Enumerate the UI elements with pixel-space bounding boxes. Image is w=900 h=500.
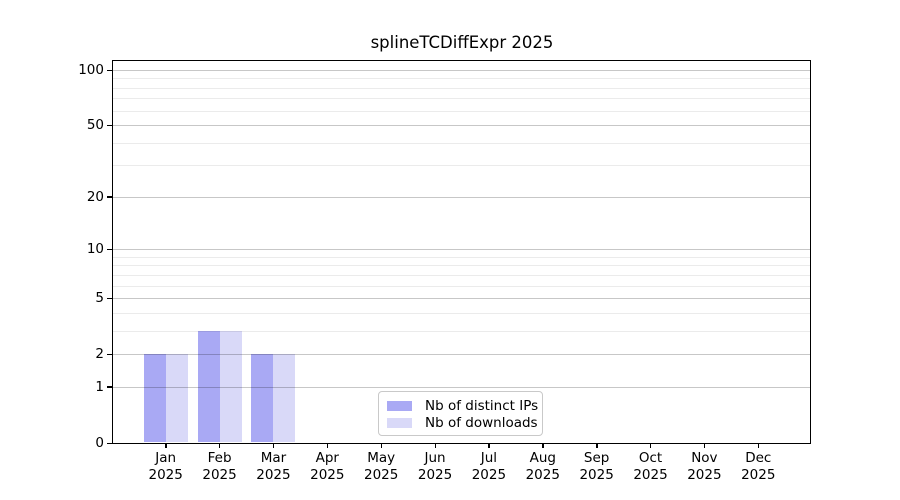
x-tick-month: Jun	[424, 450, 446, 466]
x-tick	[272, 444, 275, 448]
x-tick-year: 2025	[363, 467, 399, 483]
x-tick-year: 2025	[148, 467, 183, 483]
x-tick-label: May 2025	[349, 450, 413, 484]
x-tick-year: 2025	[525, 467, 560, 483]
x-tick-month: Oct	[638, 450, 663, 466]
x-tick-label: Jul 2025	[457, 450, 521, 484]
bar-downloads-jan	[165, 354, 188, 442]
x-tick	[488, 444, 490, 448]
x-tick-label: Nov 2025	[672, 450, 736, 484]
x-tick-label: Feb 2025	[188, 450, 252, 484]
x-tick-year: 2025	[687, 467, 722, 483]
x-tick-month: Mar	[260, 450, 287, 466]
legend-entry: Nb of downloads	[379, 414, 542, 431]
legend: Nb of distinct IPs Nb of downloads	[378, 391, 543, 436]
y-tick-label: 1	[95, 378, 104, 395]
y-tick-label: 0	[95, 435, 104, 451]
x-tick-month: Dec	[745, 450, 772, 466]
x-tick-label: Apr 2025	[295, 450, 359, 484]
x-tick	[703, 444, 706, 448]
x-tick-label: Dec 2025	[726, 450, 790, 484]
x-tick-label: Jan 2025	[134, 450, 198, 484]
x-tick-year: 2025	[417, 467, 453, 483]
x-tick-year: 2025	[310, 467, 345, 483]
x-tick-month: Feb	[207, 450, 232, 466]
y-tick	[107, 353, 112, 356]
y-tick-label: 10	[86, 241, 104, 258]
x-tick-month: Nov	[691, 450, 718, 466]
legend-label-downloads: Nb of downloads	[425, 414, 538, 431]
x-tick-label: Mar 2025	[241, 450, 305, 484]
y-tick-label: 50	[86, 117, 104, 134]
y-tick-label: 20	[86, 188, 104, 205]
bar-distinct-ips-jan	[143, 354, 166, 442]
x-tick-label: Jun 2025	[403, 450, 467, 484]
x-tick-month: May	[367, 450, 396, 466]
x-tick	[326, 444, 329, 448]
x-tick-year: 2025	[741, 467, 776, 483]
y-tick-label: 2	[95, 346, 104, 363]
x-tick	[757, 444, 760, 448]
x-tick-label: Oct 2025	[619, 450, 683, 484]
y-tick	[107, 124, 112, 127]
x-tick	[380, 444, 383, 448]
x-tick-month: Jul	[480, 450, 498, 466]
x-tick-year: 2025	[579, 467, 614, 483]
x-tick	[219, 444, 221, 448]
y-tick	[107, 196, 112, 198]
y-tick	[107, 69, 112, 71]
x-tick	[434, 444, 436, 448]
x-tick	[650, 444, 652, 448]
x-tick-month: Jan	[155, 450, 177, 466]
x-tick-month: Apr	[315, 450, 339, 466]
bar-downloads-feb	[219, 330, 242, 442]
x-tick-year: 2025	[202, 467, 237, 483]
bar-downloads-mar	[273, 354, 296, 442]
x-tick-year: 2025	[633, 467, 668, 483]
y-tick	[107, 297, 112, 300]
x-tick-month: Sep	[583, 450, 610, 466]
y-tick	[107, 248, 112, 251]
x-tick	[165, 444, 167, 448]
x-tick	[542, 444, 544, 448]
y-tick	[107, 386, 112, 388]
legend-entry: Nb of distinct IPs	[379, 397, 542, 414]
x-tick-year: 2025	[256, 467, 291, 483]
legend-swatch-downloads	[387, 417, 412, 428]
y-tick	[107, 442, 112, 444]
x-tick-label: Aug 2025	[511, 450, 575, 484]
x-tick-label: Sep 2025	[565, 450, 629, 484]
y-tick-label: 5	[95, 290, 104, 307]
bar-distinct-ips-mar	[251, 354, 274, 442]
bar-distinct-ips-feb	[197, 330, 220, 442]
x-tick-year: 2025	[471, 467, 507, 483]
x-tick-month: Aug	[529, 450, 556, 466]
chart-title: splineTCDiffExpr 2025	[370, 33, 554, 52]
y-tick-label: 100	[78, 62, 104, 78]
legend-swatch-distinct-ips	[387, 400, 412, 411]
legend-label-distinct-ips: Nb of distinct IPs	[425, 397, 539, 414]
x-tick	[596, 444, 598, 448]
